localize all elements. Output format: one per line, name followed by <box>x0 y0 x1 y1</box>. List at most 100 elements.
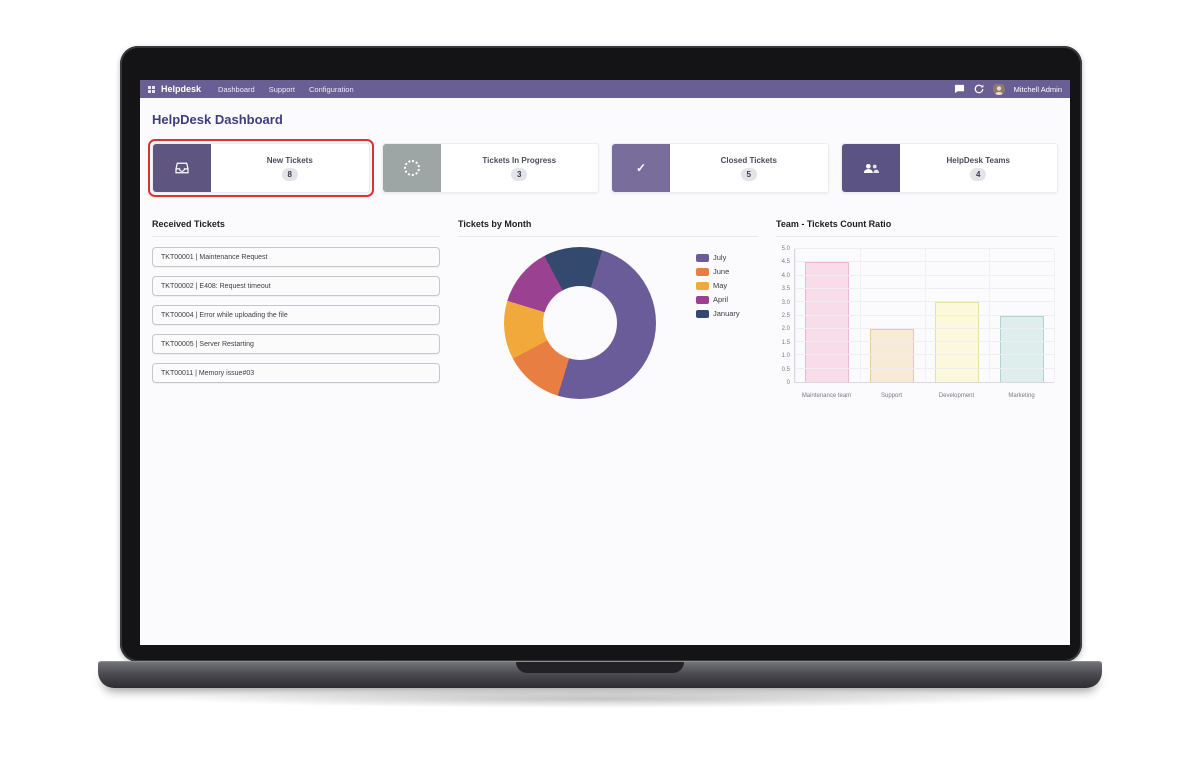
legend-item-may[interactable]: May <box>696 281 740 290</box>
top-navbar: Helpdesk Dashboard Support Configuration… <box>140 80 1070 98</box>
activities-icon[interactable] <box>974 84 984 94</box>
bar-maintenance-team[interactable] <box>805 262 850 382</box>
donut-legend: July June May April January <box>696 253 740 318</box>
legend-item-july[interactable]: July <box>696 253 740 262</box>
bar-support[interactable] <box>870 328 915 382</box>
tickets-by-month-title: Tickets by Month <box>458 219 758 237</box>
y-tick-label: 0.5 <box>781 366 790 373</box>
y-tick-label: 4.0 <box>781 272 790 279</box>
vertical-gridline <box>859 249 861 382</box>
laptop-notch <box>516 662 684 673</box>
vertical-gridline <box>924 249 926 382</box>
donut-chart <box>504 247 656 399</box>
x-label: Marketing <box>1008 393 1035 399</box>
y-tick-label: 2.0 <box>781 326 790 333</box>
legend-label: July <box>713 253 727 262</box>
kpi-value-badge: 8 <box>281 167 298 181</box>
bar-plot <box>794 248 1055 383</box>
vertical-gridline <box>795 249 796 382</box>
ticket-list: TKT00001 | Maintenance Request TKT00002 … <box>152 247 440 383</box>
screen-content: Helpdesk Dashboard Support Configuration… <box>140 80 1070 645</box>
legend-label: January <box>713 309 740 318</box>
kpi-label: New Tickets <box>266 155 313 165</box>
y-tick-label: 1.0 <box>781 353 790 360</box>
bar-slot <box>989 249 1054 382</box>
vertical-gridline <box>1054 249 1055 382</box>
bar-slot <box>925 249 990 382</box>
x-label: Maintenance team <box>801 393 852 399</box>
kpi-card-new-tickets[interactable]: New Tickets 8 <box>148 139 374 197</box>
laptop-shadow <box>170 690 1030 708</box>
x-label: Support <box>880 393 902 399</box>
check-icon: ✓ <box>612 144 670 192</box>
y-tick-label: 3.5 <box>781 286 790 293</box>
kpi-label: Tickets In Progress <box>482 155 557 165</box>
legend-swatch <box>696 281 709 290</box>
nav-item-support[interactable]: Support <box>268 84 296 94</box>
kpi-card-helpdesk-teams[interactable]: HelpDesk Teams 4 <box>840 143 1058 193</box>
team-ratio-title: Team - Tickets Count Ratio <box>776 219 1058 237</box>
apps-menu-icon[interactable] <box>148 85 155 93</box>
kpi-label: Closed Tickets <box>720 155 777 165</box>
bar-chart-x-labels: Maintenance team Support Development Mar… <box>794 393 1054 399</box>
legend-swatch <box>696 267 709 276</box>
bar-chart-y-axis: 0 0.5 1.0 1.5 2.0 2.5 3.0 3.5 4.0 4.5 5.0 <box>776 246 792 386</box>
page-title: HelpDesk Dashboard <box>152 112 283 127</box>
ticket-item[interactable]: TKT00011 | Memory issue#03 <box>152 363 440 383</box>
y-tick-label: 4.5 <box>781 259 790 266</box>
bar-chart: 0 0.5 1.0 1.5 2.0 2.5 3.0 3.5 4.0 4.5 5.0 Maintena… <box>776 245 1058 405</box>
donut-chart-area: July June May April January <box>458 247 758 407</box>
legend-item-january[interactable]: January <box>696 309 740 318</box>
team-icon <box>841 144 900 192</box>
legend-swatch <box>696 253 709 262</box>
nav-item-dashboard[interactable]: Dashboard <box>218 84 255 94</box>
inbox-icon <box>153 144 211 192</box>
app-name[interactable]: Helpdesk <box>161 84 202 94</box>
bar-slot <box>860 249 925 382</box>
gridline <box>795 248 1054 249</box>
y-tick-label: 5.0 <box>781 246 790 252</box>
received-tickets-section: Received Tickets TKT00001 | Maintenance … <box>152 219 440 407</box>
navbar-systray: Mitchell Admin <box>954 83 1062 95</box>
messages-icon[interactable] <box>954 84 965 94</box>
kpi-value-badge: 3 <box>511 167 528 181</box>
legend-swatch <box>696 295 709 304</box>
legend-label: May <box>713 281 728 290</box>
tickets-by-month-section: Tickets by Month July June May April Jan… <box>458 219 758 407</box>
kpi-body: Tickets In Progress 3 <box>441 144 599 192</box>
team-ratio-section: Team - Tickets Count Ratio 0 0.5 1.0 1.5 2.0… <box>776 219 1058 407</box>
kpi-value-badge: 5 <box>740 167 757 181</box>
y-tick-label: 1.5 <box>781 339 790 346</box>
kpi-value-badge: 4 <box>970 167 987 181</box>
legend-swatch <box>696 309 709 318</box>
avatar[interactable] <box>992 83 1005 95</box>
y-tick-label: 2.5 <box>781 313 790 319</box>
bar-marketing[interactable] <box>999 315 1044 382</box>
ticket-item[interactable]: TKT00004 | Error while uploading the fil… <box>152 305 440 325</box>
received-tickets-title: Received Tickets <box>152 219 440 237</box>
kpi-body: HelpDesk Teams 4 <box>900 144 1058 192</box>
legend-item-april[interactable]: April <box>696 295 740 304</box>
kpi-card-tickets-in-progress[interactable]: Tickets In Progress 3 <box>381 143 599 193</box>
kpi-body: New Tickets 8 <box>211 144 369 192</box>
laptop-base <box>98 661 1102 688</box>
legend-label: April <box>713 295 729 304</box>
y-tick-label: 3.0 <box>781 299 790 306</box>
ticket-item[interactable]: TKT00005 | Server Restarting <box>152 334 440 354</box>
legend-item-june[interactable]: June <box>696 267 740 276</box>
user-name[interactable]: Mitchell Admin <box>1013 84 1062 94</box>
ticket-item[interactable]: TKT00002 | E408: Request timeout <box>152 276 440 296</box>
legend-label: June <box>713 267 730 276</box>
spinner-icon <box>382 144 441 192</box>
nav-item-configuration[interactable]: Configuration <box>309 84 354 94</box>
vertical-gridline <box>989 249 991 382</box>
kpi-body: Closed Tickets 5 <box>670 144 828 192</box>
kpi-card-closed-tickets[interactable]: ✓ Closed Tickets 5 <box>611 143 829 193</box>
x-label: Development <box>938 393 975 399</box>
kpi-label: HelpDesk Teams <box>946 155 1010 165</box>
kpi-row: New Tickets 8 Tickets In Progress 3 ✓ Cl… <box>148 139 1058 197</box>
ticket-item[interactable]: TKT00001 | Maintenance Request <box>152 247 440 267</box>
y-tick-label: 0 <box>786 380 790 386</box>
bar-slot <box>795 249 860 382</box>
